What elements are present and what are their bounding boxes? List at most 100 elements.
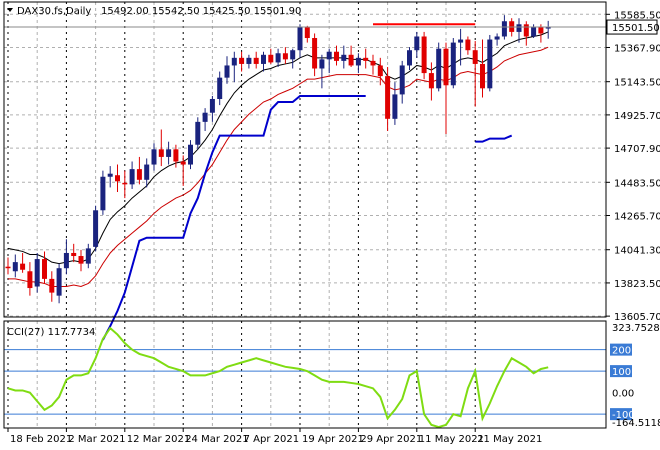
candle (428, 62, 434, 101)
candle (545, 20, 551, 39)
candle-body (188, 144, 193, 165)
candle (297, 24, 303, 58)
candle (27, 262, 33, 296)
price-tick-label: 13823.50 (614, 279, 660, 290)
candle-body (129, 169, 135, 185)
candle-body (282, 53, 288, 60)
candle-body (341, 54, 347, 61)
candle (188, 140, 193, 170)
price-tick-label: 14707.90 (614, 144, 660, 155)
date-tick-label: 18 Feb 2021 (10, 434, 72, 445)
cci-label: CCI(27) 117.7734 (7, 327, 95, 338)
candle-body (63, 252, 69, 269)
candle (458, 28, 464, 66)
axes: 15585.50 15367.90 15143.50 14925.70 14707.90… (3, 1, 660, 445)
candle-body (472, 50, 478, 64)
collapse-triangle-icon[interactable] (7, 8, 13, 12)
candle (202, 108, 208, 132)
cci-tick-label: 100 (612, 367, 631, 378)
candle (275, 48, 281, 67)
candle-body (494, 36, 500, 40)
candle-body (5, 266, 11, 269)
candle (158, 129, 164, 167)
candle-body (428, 73, 434, 89)
price-tag-box (606, 19, 658, 35)
candle-body (458, 39, 464, 43)
candle (136, 156, 142, 185)
cci-panel (4, 326, 606, 429)
candle-body (304, 27, 310, 39)
candle (487, 34, 493, 92)
candle (261, 51, 266, 72)
candle-body (49, 278, 55, 293)
candle-body (275, 53, 281, 63)
candle-body (450, 42, 456, 86)
candle (253, 51, 259, 69)
price-tick-label: 15143.50 (614, 78, 660, 89)
price-tick-label: 14041.30 (614, 246, 660, 257)
candle (414, 31, 420, 58)
candle-body (516, 24, 522, 32)
candle-body (195, 121, 201, 145)
date-tick-label: 19 Apr 2021 (302, 434, 364, 445)
candle (421, 31, 427, 80)
candle (268, 48, 274, 64)
candle-body (436, 48, 442, 89)
candle-body (144, 164, 150, 180)
candle-body (261, 54, 266, 64)
candle-body (122, 182, 128, 185)
candle (348, 45, 354, 67)
candle-body (377, 65, 383, 77)
candle-body (115, 175, 120, 182)
candle-body (93, 210, 99, 247)
cci-tick-label: 323.7528 (612, 323, 660, 334)
candle (12, 254, 18, 278)
candle (516, 18, 522, 43)
candle (531, 24, 537, 39)
candle (71, 243, 77, 263)
candle (304, 25, 310, 43)
candle (312, 33, 318, 77)
candle-body (34, 259, 40, 287)
candle (392, 82, 398, 125)
candle-body (480, 63, 485, 89)
price-tick-label: 14483.50 (614, 178, 660, 189)
cci-line (7, 326, 549, 429)
date-tick-label: 21 May 2021 (477, 434, 542, 445)
candle-body (290, 50, 296, 60)
date-tick-label: 12 Mar 2021 (127, 434, 190, 445)
candle-body (151, 149, 157, 165)
candle (290, 48, 296, 69)
candle-body (385, 76, 391, 119)
candle-body (443, 48, 449, 86)
price-tick-label: 15585.50 (614, 10, 660, 21)
candle (34, 252, 40, 293)
candle-body (538, 27, 544, 34)
candle (85, 243, 91, 269)
candle-body (319, 59, 325, 69)
candle-body (414, 36, 420, 51)
cci-tick-label: 0.00 (612, 389, 634, 400)
candle-body (202, 112, 208, 122)
candle (209, 95, 215, 122)
candle (180, 155, 186, 186)
candle (166, 141, 172, 165)
candle-body (107, 173, 113, 177)
candle (523, 21, 529, 46)
candle (122, 170, 128, 199)
candle (377, 57, 383, 86)
candle-body (326, 51, 332, 60)
date-tick-label: 29 Apr 2021 (360, 434, 422, 445)
candle-body (312, 38, 318, 69)
candle (63, 239, 69, 275)
candle (326, 48, 332, 74)
ohlc-readout: 15492.00 15542.50 15425.50 15501.90 (101, 6, 301, 17)
candle (173, 144, 179, 168)
candle-body (42, 259, 47, 279)
date-tick-label: 2 Mar 2021 (68, 434, 125, 445)
cci-tick-label: 200 (612, 346, 631, 357)
candle (341, 45, 347, 69)
cci-level-badge (610, 408, 632, 421)
